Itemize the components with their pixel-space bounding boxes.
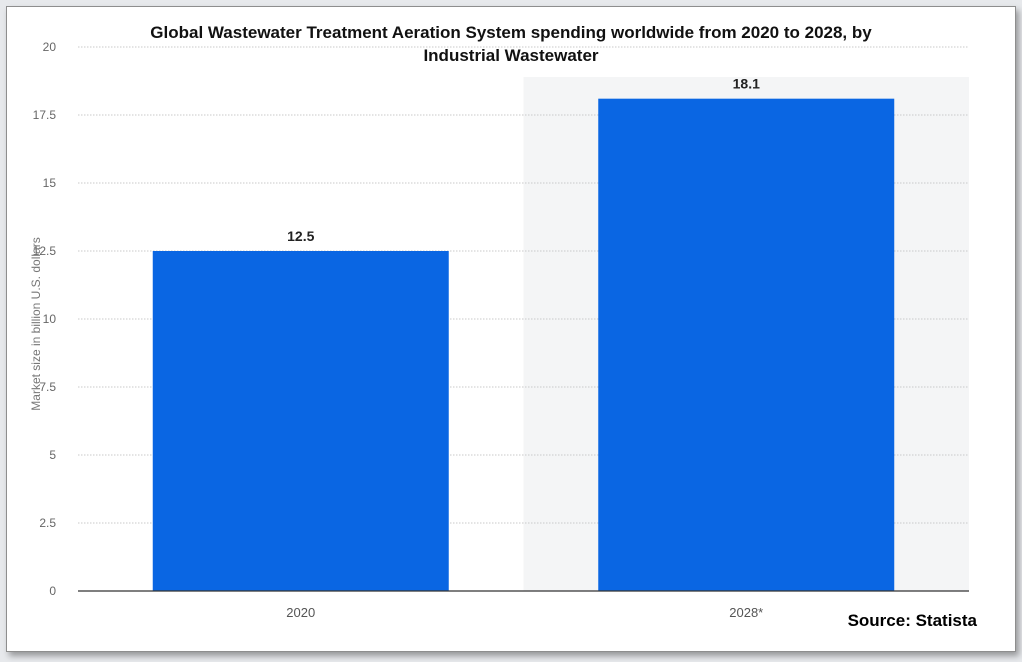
chart-frame: 12.5 18.1 0 2.5 5 7.5 10 12.5 15 17.5 20 2020 2028*… — [6, 6, 1016, 652]
y-tick-label-2: 5 — [49, 448, 56, 462]
source-note: Source: Statista — [847, 611, 977, 630]
bar-value-label-1: 18.1 — [733, 76, 760, 92]
y-tick-label-6: 15 — [43, 176, 57, 190]
y-tick-label-3: 7.5 — [39, 380, 56, 394]
x-tick-label-0: 2020 — [286, 605, 315, 620]
y-tick-label-7: 17.5 — [33, 108, 57, 122]
bar-0 — [152, 251, 449, 591]
y-tick-label-5: 12.5 — [33, 244, 57, 258]
chart-title-line-2: Industrial Wastewater — [423, 46, 599, 65]
y-tick-label-0: 0 — [49, 584, 56, 598]
y-tick-label-8: 20 — [43, 40, 57, 54]
y-tick-label-1: 2.5 — [39, 516, 56, 530]
bar-1 — [598, 98, 895, 592]
chart-title-line-1: Global Wastewater Treatment Aeration Sys… — [150, 23, 872, 42]
y-tick-label-4: 10 — [43, 312, 57, 326]
bar-value-label-0: 12.5 — [287, 228, 314, 244]
x-tick-label-1: 2028* — [729, 605, 763, 620]
y-axis-title: Market size in billion U.S. dollars — [29, 237, 43, 410]
